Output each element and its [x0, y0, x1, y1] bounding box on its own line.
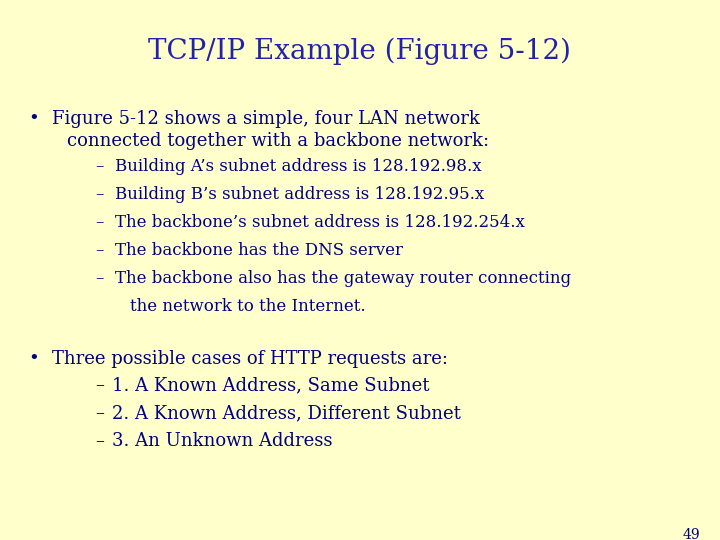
Text: 2. A Known Address, Different Subnet: 2. A Known Address, Different Subnet — [112, 404, 461, 422]
Text: –: – — [95, 214, 104, 231]
Text: –: – — [95, 242, 104, 259]
Text: 1. A Known Address, Same Subnet: 1. A Known Address, Same Subnet — [112, 376, 430, 394]
Text: Three possible cases of HTTP requests are:: Three possible cases of HTTP requests ar… — [52, 350, 448, 368]
Text: Building B’s subnet address is 128.192.95.x: Building B’s subnet address is 128.192.9… — [115, 186, 485, 203]
Text: •: • — [28, 350, 39, 368]
Text: –: – — [95, 270, 104, 287]
Text: •: • — [28, 110, 39, 128]
Text: –: – — [95, 376, 104, 394]
Text: The backbone’s subnet address is 128.192.254.x: The backbone’s subnet address is 128.192… — [115, 214, 525, 231]
Text: TCP/IP Example (Figure 5-12): TCP/IP Example (Figure 5-12) — [148, 38, 572, 65]
Text: connected together with a backbone network:: connected together with a backbone netwo… — [67, 132, 489, 150]
Text: The backbone has the DNS server: The backbone has the DNS server — [115, 242, 403, 259]
Text: –: – — [95, 432, 104, 450]
Text: –: – — [95, 186, 104, 203]
Text: 3. An Unknown Address: 3. An Unknown Address — [112, 432, 333, 450]
Text: The backbone also has the gateway router connecting: The backbone also has the gateway router… — [115, 270, 571, 287]
Text: –: – — [95, 158, 104, 175]
Text: the network to the Internet.: the network to the Internet. — [130, 298, 366, 315]
Text: –: – — [95, 404, 104, 422]
Text: Figure 5-12 shows a simple, four LAN network: Figure 5-12 shows a simple, four LAN net… — [52, 110, 480, 128]
Text: 49: 49 — [683, 528, 700, 540]
Text: Building A’s subnet address is 128.192.98.x: Building A’s subnet address is 128.192.9… — [115, 158, 482, 175]
